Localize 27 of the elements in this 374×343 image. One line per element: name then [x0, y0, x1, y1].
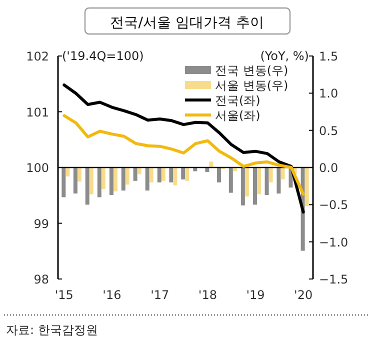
- x-tick-label: '19: [246, 288, 265, 302]
- chart-title: 전국/서울 임대가격 추이: [110, 15, 264, 31]
- y2-tick-label: 1.5: [319, 50, 338, 64]
- y2-tick-label: 0.5: [319, 124, 338, 138]
- x-tick-label: '18: [198, 288, 217, 302]
- y-tick-label: 100: [26, 161, 49, 175]
- x-tick-label: '17: [150, 288, 170, 302]
- legend-label: 전국 변동(우): [215, 64, 288, 78]
- y-tick-label: 102: [26, 50, 49, 64]
- y2-tick-label: −1.0: [319, 235, 348, 250]
- annotation: ('19.4Q=100): [62, 49, 144, 63]
- y-tick-label: 98: [34, 272, 49, 286]
- y-tick-label: 101: [26, 105, 49, 120]
- y2-tick-label: 1.0: [319, 86, 338, 101]
- legend-label: 서울 변동(우): [215, 78, 288, 92]
- y-tick-label: 99: [34, 216, 49, 231]
- annotation: (YoY, %): [260, 49, 309, 63]
- x-tick-label: '15: [54, 288, 74, 302]
- x-tick-label: '16: [102, 288, 122, 302]
- legend-label: 서울(좌): [215, 108, 260, 122]
- y2-tick-label: 0.0: [319, 161, 338, 175]
- legend-label: 전국(좌): [215, 94, 260, 108]
- x-tick-label: '20: [294, 288, 313, 302]
- y2-tick-label: −1.5: [319, 272, 348, 286]
- text: 자료: 한국감정원: [6, 323, 98, 337]
- y2-tick-label: −0.5: [319, 198, 348, 212]
- title: 전국/서울 임대가격 추이: [84, 7, 291, 35]
